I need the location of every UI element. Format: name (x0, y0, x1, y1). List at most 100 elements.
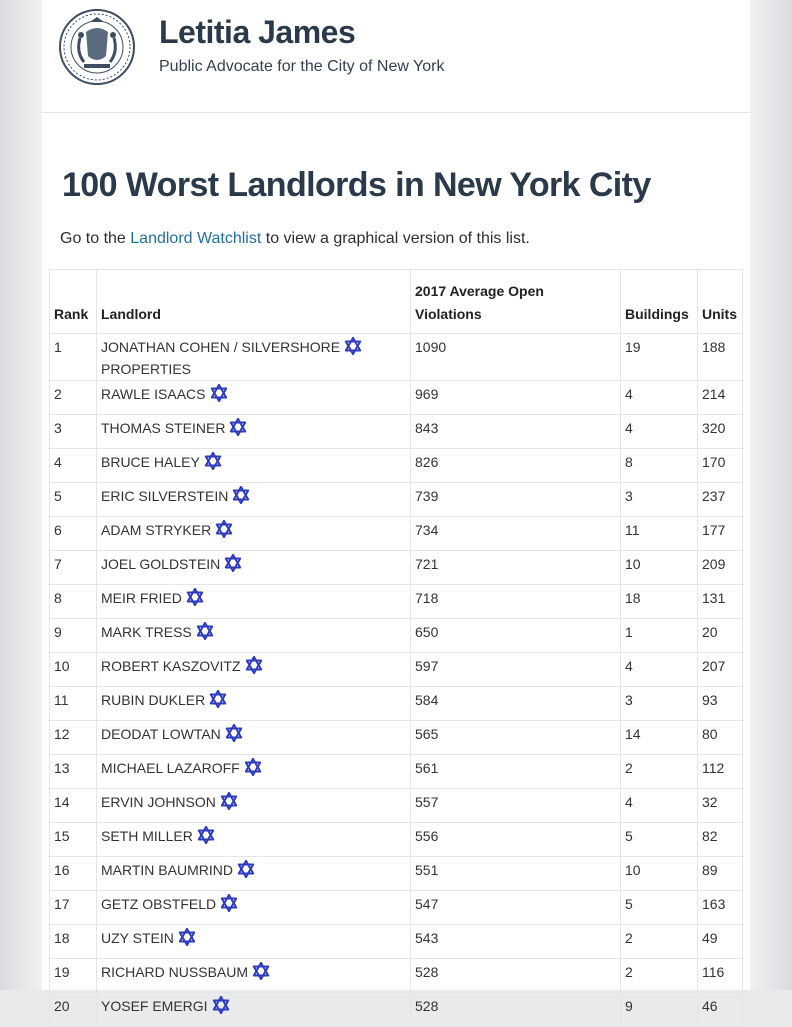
cell-violations: 561 (410, 754, 621, 789)
cell-buildings: 11 (620, 516, 698, 551)
star-of-david-icon (245, 656, 262, 674)
cell-landlord: JOEL GOLDSTEIN (96, 550, 411, 585)
cell-buildings: 4 (620, 414, 698, 449)
cell-violations: 528 (410, 958, 621, 993)
cell-landlord: MEIR FRIED (96, 584, 411, 619)
table-row: 19 RICHARD NUSSBAUM 528 2 116 (49, 958, 743, 993)
landlord-name: MEIR FRIED (101, 590, 182, 606)
table-row: 18 UZY STEIN 543 2 49 (49, 924, 743, 959)
star-of-david-icon (344, 337, 362, 355)
intro-text: Go to the Landlord Watchlist to view a g… (60, 230, 530, 248)
cell-rank: 3 (49, 414, 97, 449)
table-row: 9 MARK TRESS 650 1 20 (49, 618, 743, 653)
landlord-name: YOSEF EMERGI (101, 998, 208, 1014)
table-row: 7 JOEL GOLDSTEIN 721 10 209 (49, 550, 743, 585)
landlord-name: RAWLE ISAACS (101, 386, 206, 402)
header-divider (42, 112, 750, 113)
cell-rank: 7 (49, 550, 97, 585)
table-header-row: Rank Landlord 2017 Average Open Violation… (49, 269, 743, 334)
cell-rank: 16 (49, 856, 97, 891)
cell-violations: 547 (410, 890, 621, 925)
cell-units: 207 (697, 652, 743, 687)
header-violations-line2: Violations (415, 306, 482, 322)
landlord-name: MARK TRESS (101, 624, 192, 640)
cell-units: 320 (697, 414, 743, 449)
cell-landlord: JONATHAN COHEN / SILVERSHORE PROPERTIES (96, 333, 411, 381)
nyc-seal-icon (59, 9, 135, 85)
cell-rank: 15 (49, 822, 97, 857)
cell-rank: 14 (49, 788, 97, 823)
table-row: 17 GETZ OBSTFELD 547 5 163 (49, 890, 743, 925)
landlord-name: ERVIN JOHNSON (101, 794, 216, 810)
table-row: 14 ERVIN JOHNSON 557 4 32 (49, 788, 743, 823)
cell-landlord: MARK TRESS (96, 618, 411, 653)
header-landlord: Landlord (96, 269, 411, 334)
cell-violations: 721 (410, 550, 621, 585)
cell-buildings: 5 (620, 822, 698, 857)
cell-landlord: ADAM STRYKER (96, 516, 411, 551)
landlord-name: ERIC SILVERSTEIN (101, 488, 229, 504)
cell-buildings: 2 (620, 924, 698, 959)
landlord-name: ROBERT KASZOVITZ (101, 658, 241, 674)
table-row: 10 ROBERT KASZOVITZ 597 4 207 (49, 652, 743, 687)
cell-units: 80 (697, 720, 743, 755)
cell-violations: 826 (410, 448, 621, 483)
landlord-name: ADAM STRYKER (101, 522, 212, 538)
landlord-name: DEODAT LOWTAN (101, 726, 221, 742)
cell-units: 170 (697, 448, 743, 483)
cell-units: 46 (697, 992, 743, 1027)
site-header: Letitia James Public Advocate for the Ci… (42, 0, 750, 112)
star-of-david-icon (212, 996, 229, 1014)
cell-violations: 718 (410, 584, 621, 619)
cell-violations: 843 (410, 414, 621, 449)
table-row: 11 RUBIN DUKLER 584 3 93 (49, 686, 743, 721)
cell-violations: 597 (410, 652, 621, 687)
cell-units: 188 (697, 333, 743, 381)
star-of-david-icon (225, 554, 242, 572)
cell-units: 89 (697, 856, 743, 891)
cell-units: 32 (697, 788, 743, 823)
star-of-david-icon (210, 384, 227, 402)
table-row: 1 JONATHAN COHEN / SILVERSHORE PROPERTIES 1… (49, 333, 743, 381)
landlords-table: Rank Landlord 2017 Average Open Violation… (49, 269, 743, 1027)
cell-rank: 12 (49, 720, 97, 755)
cell-buildings: 4 (620, 652, 698, 687)
landlord-name: THOMAS STEINER (101, 420, 226, 436)
star-of-david-icon (220, 792, 238, 810)
landlord-name: BRUCE HALEY (101, 454, 200, 470)
star-of-david-icon (220, 894, 238, 912)
table-row: 4 BRUCE HALEY 826 8 170 (49, 448, 743, 483)
site-title[interactable]: Letitia James (159, 14, 356, 50)
cell-landlord: GETZ OBSTFELD (96, 890, 411, 925)
landlord-name: GETZ OBSTFELD (101, 896, 217, 912)
star-of-david-icon (196, 622, 213, 640)
cell-units: 20 (697, 618, 743, 653)
cell-rank: 10 (49, 652, 97, 687)
cell-violations: 1090 (410, 333, 621, 381)
cell-units: 116 (697, 958, 743, 993)
cell-buildings: 5 (620, 890, 698, 925)
header-violations: 2017 Average Open Violations (410, 269, 621, 334)
star-of-david-icon (197, 826, 215, 844)
landlord-name: JOEL GOLDSTEIN (101, 556, 221, 572)
cell-buildings: 4 (620, 788, 698, 823)
cell-rank: 19 (49, 958, 97, 993)
cell-landlord: ROBERT KASZOVITZ (96, 652, 411, 687)
cell-buildings: 3 (620, 686, 698, 721)
cell-violations: 969 (410, 380, 621, 415)
star-of-david-icon (252, 962, 270, 980)
cell-units: 49 (697, 924, 743, 959)
landlord-name: MICHAEL LAZAROFF (101, 760, 240, 776)
landlord-watchlist-link[interactable]: Landlord Watchlist (130, 230, 262, 247)
cell-rank: 1 (49, 333, 97, 381)
table-row: 20 YOSEF EMERGI 528 9 46 (49, 992, 743, 1027)
cell-buildings: 14 (620, 720, 698, 755)
landlord-name: SETH MILLER (101, 828, 193, 844)
cell-units: 237 (697, 482, 743, 517)
cell-landlord: ERVIN JOHNSON (96, 788, 411, 823)
table-row: 16 MARTIN BAUMRIND 551 10 89 (49, 856, 743, 891)
cell-rank: 6 (49, 516, 97, 551)
header-violations-line1: 2017 Average Open (415, 283, 544, 299)
cell-landlord: UZY STEIN (96, 924, 411, 959)
cell-buildings: 3 (620, 482, 698, 517)
